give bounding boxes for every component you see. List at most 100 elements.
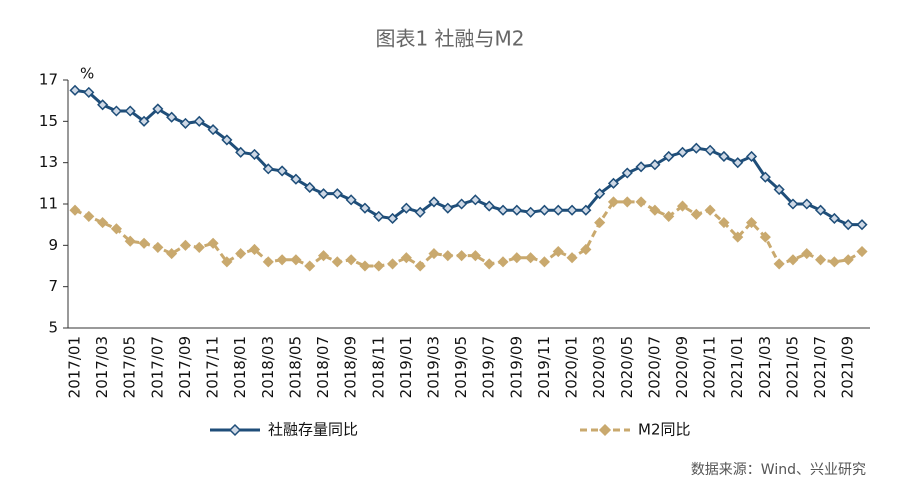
- series-marker: [290, 254, 302, 266]
- x-tick-label: 2020/11: [701, 336, 719, 398]
- series-marker: [718, 217, 730, 229]
- series-marker: [138, 237, 150, 249]
- x-tick-label: 2021/07: [811, 336, 829, 398]
- y-tick-label: 11: [39, 195, 58, 213]
- x-tick-label: 2019/07: [480, 336, 498, 398]
- series-marker: [828, 256, 840, 268]
- series-marker: [359, 202, 371, 214]
- legend-label: M2同比: [638, 421, 691, 439]
- series-marker: [331, 188, 343, 200]
- x-tick-label: 2019/01: [397, 336, 415, 398]
- series-marker: [580, 243, 592, 256]
- series-marker: [566, 252, 578, 264]
- series-marker: [456, 250, 468, 262]
- series-marker: [69, 84, 81, 96]
- series-marker: [373, 260, 385, 272]
- series-marker: [414, 206, 426, 218]
- y-tick-label: 17: [39, 71, 58, 89]
- chart-title: 图表1 社融与M2: [375, 27, 524, 51]
- series-marker: [607, 196, 620, 208]
- series-marker: [469, 250, 481, 262]
- series-marker: [400, 202, 412, 214]
- series-marker: [497, 256, 509, 268]
- series-marker: [83, 86, 95, 98]
- series-marker: [331, 256, 343, 268]
- series-marker: [428, 248, 440, 260]
- series-marker: [538, 256, 550, 268]
- series-marker: [387, 258, 399, 270]
- x-tick-label: 2021/09: [839, 336, 857, 398]
- series-marker: [248, 148, 261, 160]
- series-marker: [801, 198, 813, 210]
- series-marker: [179, 117, 192, 129]
- series-marker: [221, 134, 233, 146]
- series-marker: [345, 194, 357, 206]
- series-marker: [152, 103, 164, 115]
- x-tick-label: 2018/11: [369, 336, 387, 398]
- series-marker: [594, 217, 606, 229]
- x-tick-label: 2018/07: [314, 336, 332, 398]
- series-marker: [110, 223, 122, 235]
- series-marker: [387, 212, 399, 225]
- series-marker: [345, 254, 357, 266]
- x-tick-label: 2019/09: [507, 336, 525, 398]
- series-marker: [552, 245, 564, 258]
- series-marker: [235, 146, 247, 158]
- x-tick-label: 2017/11: [204, 336, 222, 398]
- y-tick-label: 7: [48, 277, 58, 295]
- series-marker: [538, 204, 550, 216]
- series-marker: [456, 198, 468, 210]
- series-marker: [193, 115, 205, 127]
- series-marker: [69, 204, 81, 216]
- series-marker: [442, 250, 454, 262]
- series-marker: [745, 217, 758, 229]
- x-tick-label: 2018/05: [286, 336, 304, 398]
- series-marker: [704, 204, 716, 216]
- y-unit: %: [80, 65, 94, 83]
- series-marker: [594, 188, 606, 200]
- x-tick-label: 2020/07: [645, 336, 663, 398]
- series-marker: [442, 202, 454, 214]
- series-marker: [304, 260, 316, 272]
- series-marker: [580, 204, 592, 216]
- x-tick-label: 2020/01: [563, 336, 581, 398]
- series-marker: [124, 105, 136, 117]
- series-marker: [317, 188, 330, 200]
- series-marker: [787, 254, 799, 266]
- series-marker: [663, 150, 675, 163]
- series-marker: [166, 248, 178, 260]
- series-marker: [676, 200, 689, 212]
- series-marker: [621, 167, 633, 179]
- series-marker: [842, 254, 854, 266]
- x-tick-label: 2021/05: [783, 336, 801, 398]
- series-marker: [773, 258, 785, 270]
- series-marker: [110, 105, 122, 117]
- series-marker: [676, 146, 689, 158]
- x-tick-label: 2021/03: [756, 336, 774, 398]
- source-note: 数据来源：Wind、兴业研究: [691, 462, 866, 478]
- series-marker: [152, 241, 164, 253]
- y-tick-label: 15: [39, 112, 58, 130]
- series-marker: [290, 173, 302, 185]
- series-marker: [815, 204, 827, 216]
- series-marker: [704, 144, 716, 156]
- legend-label: 社融存量同比: [268, 421, 358, 439]
- series-marker: [732, 157, 744, 169]
- series-marker: [511, 204, 523, 216]
- series-marker: [235, 248, 247, 260]
- x-tick-label: 2017/05: [121, 336, 139, 398]
- series-marker: [262, 163, 274, 175]
- series-marker: [483, 258, 495, 270]
- x-tick-label: 2018/03: [259, 336, 277, 398]
- x-tick-label: 2019/03: [424, 336, 442, 398]
- series-line: [74, 200, 863, 268]
- series-marker: [690, 208, 702, 220]
- x-tick-label: 2019/05: [452, 336, 470, 398]
- series-marker: [525, 252, 537, 264]
- x-tick-label: 2018/01: [231, 336, 249, 398]
- series-marker: [525, 206, 537, 218]
- series-marker: [759, 171, 771, 183]
- series-marker: [635, 196, 647, 208]
- x-tick-label: 2017/09: [176, 336, 194, 398]
